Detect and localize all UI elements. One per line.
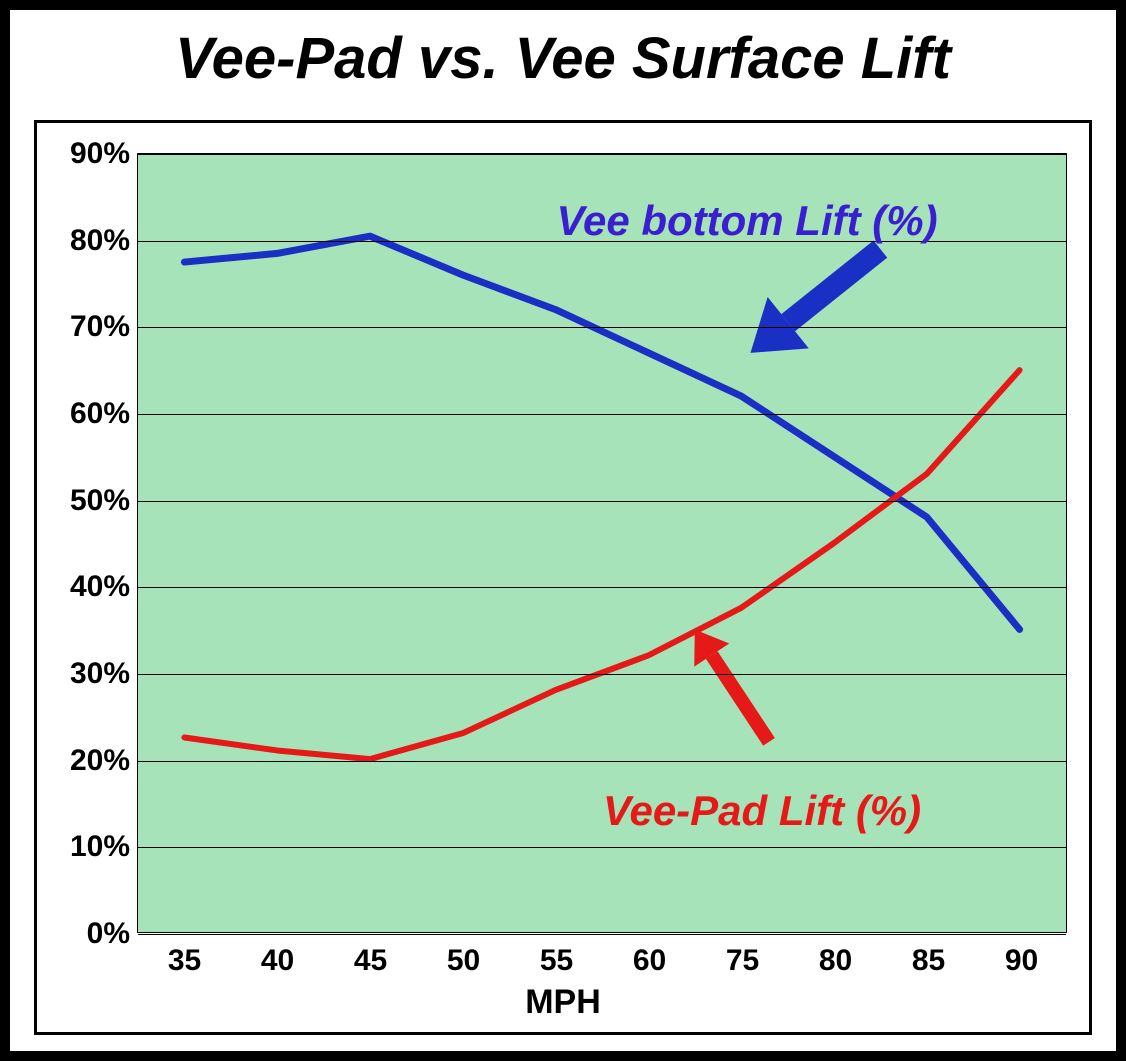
gridline <box>138 674 1066 675</box>
ytick-label: 80% <box>70 224 138 258</box>
chart-inner-frame: 0% 10% 20% 30% 40% 50% 60% 70% 80% 90% 35 40 45 50 55 6… <box>34 120 1092 1035</box>
ytick-label: 60% <box>70 397 138 431</box>
ytick-label: 90% <box>70 137 138 171</box>
chart-outer-frame: Vee-Pad vs. Vee Surface Lift 0% 10% 20% 30%… <box>0 0 1126 1061</box>
chart-title: Vee-Pad vs. Vee Surface Lift <box>10 10 1116 102</box>
series-annotation: Vee-Pad Lift (%) <box>603 787 921 835</box>
gridline <box>138 154 1066 155</box>
xtick-label: 60 <box>633 932 666 978</box>
gridline <box>138 501 1066 502</box>
series-line <box>184 236 1019 629</box>
ytick-label: 20% <box>70 744 138 778</box>
xtick-label: 85 <box>912 932 945 978</box>
gridline <box>138 587 1066 588</box>
ytick-label: 70% <box>70 310 138 344</box>
xtick-label: 50 <box>447 932 480 978</box>
xtick-label: 40 <box>261 932 294 978</box>
xtick-label: 45 <box>354 932 387 978</box>
x-axis-label: MPH <box>525 983 601 1022</box>
series-annotation: Vee bottom Lift (%) <box>557 197 938 245</box>
ytick-label: 40% <box>70 570 138 604</box>
xtick-label: 90 <box>1005 932 1038 978</box>
xtick-label: 35 <box>168 932 201 978</box>
ytick-label: 50% <box>70 484 138 518</box>
plot-area: 0%10%20%30%40%50%60%70%80%90%35404550556… <box>137 153 1067 933</box>
gridline <box>138 761 1066 762</box>
ytick-label: 0% <box>87 917 138 951</box>
gridline <box>138 327 1066 328</box>
series-line <box>184 370 1019 759</box>
ytick-label: 30% <box>70 657 138 691</box>
xtick-label: 55 <box>540 932 573 978</box>
gridline <box>138 414 1066 415</box>
chart-lines-svg <box>138 154 1066 932</box>
gridline <box>138 847 1066 848</box>
xtick-label: 80 <box>819 932 852 978</box>
ytick-label: 10% <box>70 830 138 864</box>
xtick-label: 75 <box>726 932 759 978</box>
